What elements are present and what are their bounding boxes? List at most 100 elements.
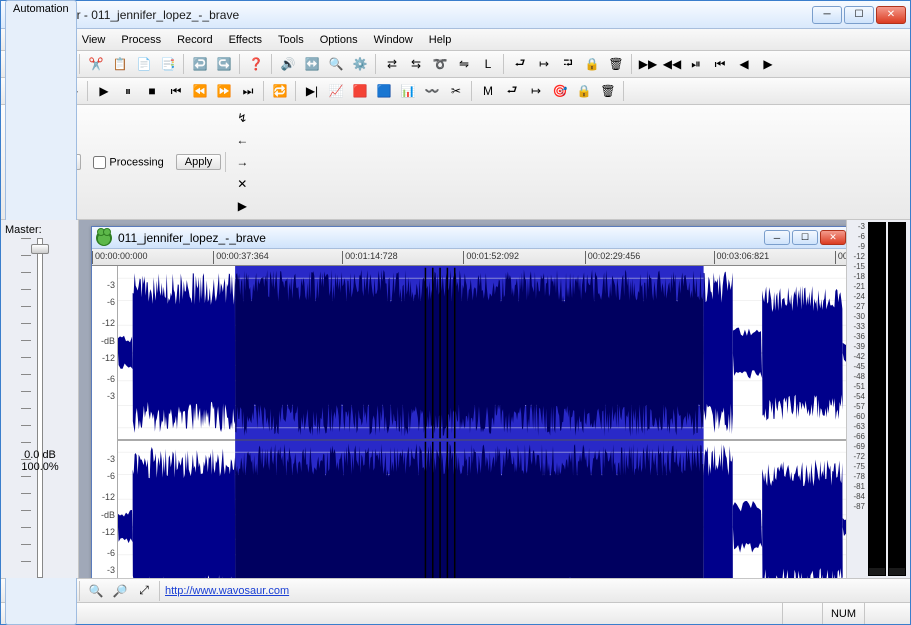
tb2-btn-6[interactable]: ⏮ xyxy=(165,80,187,102)
tb1-btn-22[interactable]: 🔒 xyxy=(581,53,603,75)
status-blank1 xyxy=(782,603,822,624)
tb2-btn-5[interactable]: ■ xyxy=(141,80,163,102)
tb2-btn-13[interactable]: 🟥 xyxy=(349,80,371,102)
tb2-btn-16[interactable]: 〰️ xyxy=(421,80,443,102)
time-ruler[interactable]: 00:00:00:00000:00:37:36400:01:14:72800:0… xyxy=(92,249,846,266)
child-minimize-button[interactable]: ─ xyxy=(764,230,790,245)
menu-help[interactable]: Help xyxy=(421,31,460,49)
tb1-btn-25[interactable]: ◀◀ xyxy=(661,53,683,75)
vst-extra-btn-1[interactable]: ← xyxy=(231,129,253,151)
zoom-btn-4[interactable]: 🔎 xyxy=(109,580,131,602)
meter-panel: -3-6-9-12-15-18-21-24-27-30-33-36-39-42-… xyxy=(846,220,910,578)
menu-options[interactable]: Options xyxy=(312,31,366,49)
minimize-button[interactable]: ─ xyxy=(812,6,842,24)
master-slider-thumb[interactable] xyxy=(31,244,49,254)
tb1-btn-8[interactable]: ↪️ xyxy=(213,53,235,75)
child-close-button[interactable]: ✕ xyxy=(820,230,846,245)
tb1-btn-11[interactable]: ↔️ xyxy=(301,53,323,75)
tb1-btn-3[interactable]: ✂️ xyxy=(85,53,107,75)
menu-process[interactable]: Process xyxy=(113,31,169,49)
tb1-btn-18[interactable]: L xyxy=(477,53,499,75)
tb2-btn-14[interactable]: 🟦 xyxy=(373,80,395,102)
tb1-btn-20[interactable]: ↦ xyxy=(533,53,555,75)
tb1-btn-23[interactable]: 🗑 xyxy=(605,53,627,75)
master-slider-track[interactable] xyxy=(37,238,43,578)
meter-left xyxy=(868,222,886,576)
wave-area[interactable]: -3-6-12-dB-12-6-3-3-6-12-dB-12-6-3 xyxy=(92,266,846,578)
vst-extra-btn-2[interactable]: → xyxy=(231,151,253,173)
tb2-btn-18[interactable]: M xyxy=(477,80,499,102)
tb1-btn-5[interactable]: 📄 xyxy=(133,53,155,75)
tb1-btn-10[interactable]: 🔊 xyxy=(277,53,299,75)
tb1-btn-19[interactable]: ⮐ xyxy=(509,53,531,75)
tb2-btn-8[interactable]: ⏩ xyxy=(213,80,235,102)
child-maximize-button[interactable]: ☐ xyxy=(792,230,818,245)
maximize-button[interactable]: ☐ xyxy=(844,6,874,24)
tb1-btn-7[interactable]: ↩️ xyxy=(189,53,211,75)
tb2-btn-20[interactable]: ↦ xyxy=(525,80,547,102)
status-num: NUM xyxy=(822,603,864,624)
tb1-btn-13[interactable]: ⚙️ xyxy=(349,53,371,75)
tb2-btn-23[interactable]: 🗑 xyxy=(597,80,619,102)
toolbar-main: 📄📂💾✂️📋📄📑↩️↪️❓🔊↔️🔍⚙️⇄⇆➰⇋L⮐↦⮒🔒🗑▶▶◀◀⏯⏮◀▶ xyxy=(1,51,910,78)
tb2-btn-4[interactable]: ⏸ xyxy=(117,80,139,102)
tb1-btn-28[interactable]: ◀ xyxy=(733,53,755,75)
menubar: FileEditViewProcessRecordEffectsToolsAut… xyxy=(1,29,910,51)
tb1-btn-9[interactable]: ❓ xyxy=(245,53,267,75)
time-tick: 00:01:14:728 xyxy=(342,251,398,264)
master-label: Master: xyxy=(5,224,74,236)
tb2-btn-3[interactable]: ▶ xyxy=(93,80,115,102)
tb1-btn-6[interactable]: 📑 xyxy=(157,53,179,75)
wavosaur-link[interactable]: http://www.wavosaur.com xyxy=(165,585,289,597)
tb1-btn-14[interactable]: ⇄ xyxy=(381,53,403,75)
close-button[interactable]: ✕ xyxy=(876,6,906,24)
vst-extra-btn-0[interactable]: ↯ xyxy=(231,107,253,129)
menu-view[interactable]: View xyxy=(74,31,114,49)
tb2-btn-22[interactable]: 🔒 xyxy=(573,80,595,102)
menu-effects[interactable]: Effects xyxy=(221,31,270,49)
tb1-btn-4[interactable]: 📋 xyxy=(109,53,131,75)
tb1-btn-27[interactable]: ⏮ xyxy=(709,53,731,75)
tb1-btn-24[interactable]: ▶▶ xyxy=(637,53,659,75)
tb2-btn-19[interactable]: ⮐ xyxy=(501,80,523,102)
tb1-btn-21[interactable]: ⮒ xyxy=(557,53,579,75)
main-window: Wavosaur - 011_jennifer_lopez_-_brave ─ … xyxy=(0,0,911,625)
time-tick: 00:03:06:821 xyxy=(714,251,770,264)
tb2-btn-12[interactable]: 📈 xyxy=(325,80,347,102)
titlebar[interactable]: Wavosaur - 011_jennifer_lopez_-_brave ─ … xyxy=(1,1,910,29)
toolbar-transport: ●🔴|▶▶⏸■⏮⏪⏩⏭🔁▶|📈🟥🟦📊〰️✂︎M⮐↦🎯🔒🗑 xyxy=(1,78,910,105)
mdi-area: 011_jennifer_lopez_-_brave ─ ☐ ✕ 00:00:0… xyxy=(79,220,846,578)
tb1-btn-12[interactable]: 🔍 xyxy=(325,53,347,75)
processing-checkbox-label[interactable]: Processing xyxy=(93,156,163,169)
tb2-btn-11[interactable]: ▶| xyxy=(301,80,323,102)
tb2-btn-10[interactable]: 🔁 xyxy=(269,80,291,102)
tb2-btn-9[interactable]: ⏭ xyxy=(237,80,259,102)
toolbar-vst: VST: Rack Processing Apply ↯←→✕▶ xyxy=(1,105,910,220)
menu-record[interactable]: Record xyxy=(169,31,220,49)
master-pct-value: 100.0% xyxy=(5,461,75,473)
processing-checkbox[interactable] xyxy=(93,156,106,169)
tb2-btn-7[interactable]: ⏪ xyxy=(189,80,211,102)
tb1-btn-15[interactable]: ⇆ xyxy=(405,53,427,75)
tb1-btn-26[interactable]: ⏯ xyxy=(685,53,707,75)
tb2-btn-17[interactable]: ✂︎ xyxy=(445,80,467,102)
vst-extra-btn-3[interactable]: ✕ xyxy=(231,173,253,195)
time-tick: 00:03:44:185 xyxy=(835,251,846,264)
vst-extra-btn-4[interactable]: ▶ xyxy=(231,195,253,217)
tb2-btn-21[interactable]: 🎯 xyxy=(549,80,571,102)
tb2-btn-15[interactable]: 📊 xyxy=(397,80,419,102)
child-icon xyxy=(96,230,112,246)
zoom-btn-5[interactable]: ⤢ xyxy=(133,580,155,602)
app-title: Wavosaur - 011_jennifer_lopez_-_brave xyxy=(27,8,810,22)
waveform-canvas[interactable] xyxy=(118,266,846,578)
master-slider-ticks xyxy=(21,238,31,578)
menu-window[interactable]: Window xyxy=(366,31,421,49)
time-tick: 00:00:37:364 xyxy=(213,251,269,264)
tb1-btn-16[interactable]: ➰ xyxy=(429,53,451,75)
tb1-btn-17[interactable]: ⇋ xyxy=(453,53,475,75)
child-titlebar[interactable]: 011_jennifer_lopez_-_brave ─ ☐ ✕ xyxy=(92,227,846,249)
tb1-btn-29[interactable]: ▶ xyxy=(757,53,779,75)
apply-button[interactable]: Apply xyxy=(176,154,222,170)
zoom-btn-3[interactable]: 🔍 xyxy=(85,580,107,602)
menu-tools[interactable]: Tools xyxy=(270,31,312,49)
